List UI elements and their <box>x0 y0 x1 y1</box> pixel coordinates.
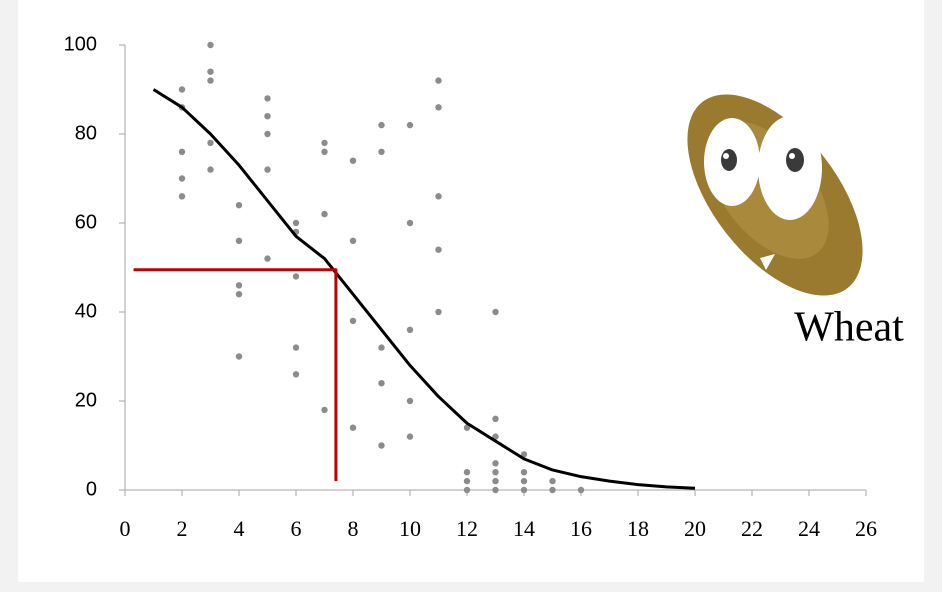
x-tick-label: 6 <box>291 516 302 541</box>
scatter-point <box>435 104 441 110</box>
scatter-point <box>321 211 327 217</box>
scatter-point <box>321 140 327 146</box>
x-tick-label: 10 <box>399 516 421 541</box>
scatter-point <box>407 220 413 226</box>
x-tick-label: 0 <box>120 516 131 541</box>
scatter-point <box>264 131 270 137</box>
scatter-point <box>492 487 498 493</box>
scatter-point <box>407 327 413 333</box>
scatter-point <box>378 344 384 350</box>
x-tick-label: 14 <box>513 516 535 541</box>
scatter-point <box>179 193 185 199</box>
scatter-point <box>264 166 270 172</box>
scatter-point <box>179 149 185 155</box>
x-tick-label: 4 <box>234 516 245 541</box>
scatter-point <box>293 273 299 279</box>
scatter-point <box>236 291 242 297</box>
scatter-point <box>321 149 327 155</box>
scatter-point <box>236 282 242 288</box>
scatter-point <box>207 140 213 146</box>
scatter-point <box>264 95 270 101</box>
scatter-point <box>350 425 356 431</box>
x-tick-label: 20 <box>684 516 706 541</box>
scatter-point <box>378 122 384 128</box>
scatter-point <box>435 247 441 253</box>
scatter-point <box>407 433 413 439</box>
scatter-point <box>293 344 299 350</box>
scatter-point <box>378 442 384 448</box>
scatter-point <box>549 478 555 484</box>
scatter-point <box>435 309 441 315</box>
x-tick-label: 12 <box>456 516 478 541</box>
scatter-point <box>407 398 413 404</box>
scatter-point <box>464 487 470 493</box>
scatter-point <box>492 469 498 475</box>
scatter-point <box>207 166 213 172</box>
scatter-point <box>578 487 584 493</box>
scatter-point <box>179 175 185 181</box>
y-tick-label: 0 <box>86 478 97 500</box>
y-tick-label: 60 <box>75 211 97 233</box>
scatter-point <box>492 460 498 466</box>
x-tick-label: 2 <box>177 516 188 541</box>
x-tick-label: 26 <box>855 516 877 541</box>
x-tick-label: 16 <box>570 516 592 541</box>
y-tick-label: 80 <box>75 122 97 144</box>
x-tick-label: 8 <box>348 516 359 541</box>
x-tick-label: 24 <box>798 516 820 541</box>
scatter-point <box>407 122 413 128</box>
scatter-point <box>435 193 441 199</box>
annotation: Wheat <box>794 305 904 351</box>
scatter-point <box>350 318 356 324</box>
scatter-point <box>492 478 498 484</box>
scatter-point <box>264 255 270 261</box>
scatter-point <box>321 407 327 413</box>
page: Wheat 0204060801000246810121416182022242… <box>0 0 942 592</box>
scatter-point <box>521 487 527 493</box>
y-tick-label: 20 <box>75 389 97 411</box>
scatter-point <box>264 113 270 119</box>
scatter-point <box>236 353 242 359</box>
y-tick-label: 100 <box>64 33 97 55</box>
scatter-point <box>378 380 384 386</box>
scatter-point <box>293 220 299 226</box>
scatter-point <box>521 478 527 484</box>
x-tick-label: 18 <box>627 516 649 541</box>
scatter-point <box>207 42 213 48</box>
chart: Wheat 0204060801000246810121416182022242… <box>0 0 942 592</box>
scatter-point <box>521 469 527 475</box>
scatter-point <box>207 77 213 83</box>
scatter-point <box>492 309 498 315</box>
scatter-point <box>350 158 356 164</box>
chart-area <box>18 0 924 582</box>
scatter-point <box>464 469 470 475</box>
scatter-point <box>549 487 555 493</box>
scatter-point <box>378 149 384 155</box>
scatter-point <box>236 202 242 208</box>
scatter-point <box>464 478 470 484</box>
x-tick-label: 22 <box>741 516 763 541</box>
scatter-point <box>179 86 185 92</box>
scatter-point <box>350 238 356 244</box>
scatter-point <box>236 238 242 244</box>
y-tick-label: 40 <box>75 300 97 322</box>
scatter-point <box>293 371 299 377</box>
scatter-point <box>207 69 213 75</box>
scatter-point <box>435 77 441 83</box>
scatter-point <box>492 416 498 422</box>
